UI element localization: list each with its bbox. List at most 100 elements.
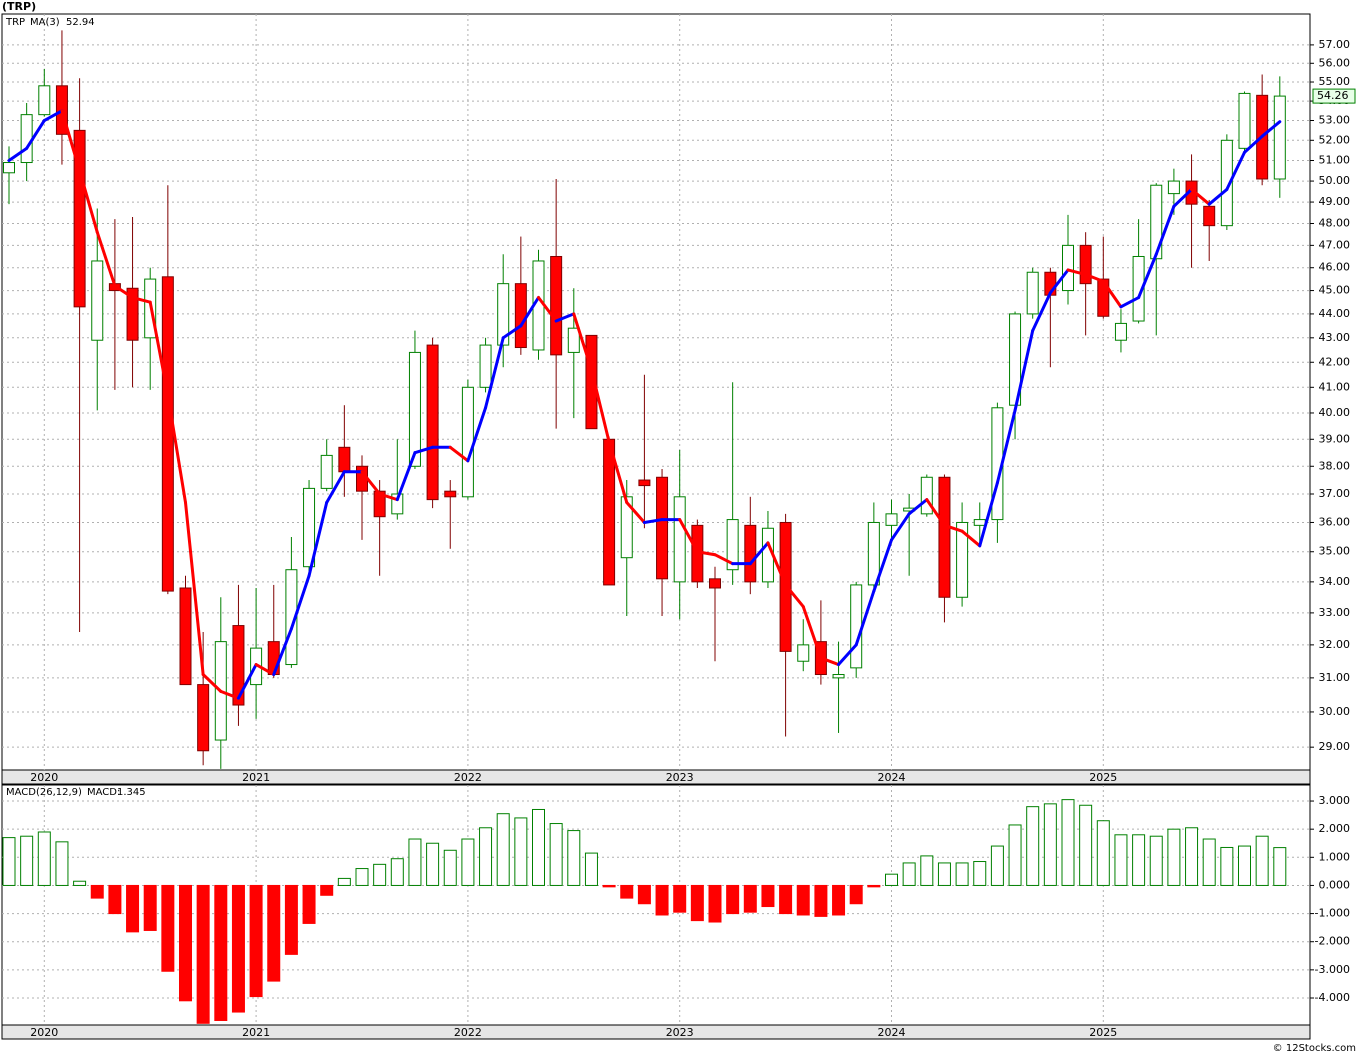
y-tick-label: 34.00 <box>1319 575 1351 588</box>
panel-title: MACD(26,12,9) <box>6 787 82 798</box>
ma-line <box>184 500 205 677</box>
candle-body <box>1167 180 1180 195</box>
macd-bar <box>637 884 651 905</box>
macd-bar <box>673 884 687 913</box>
ma-line <box>625 500 646 524</box>
macd-bar <box>143 884 157 931</box>
ma-line <box>1260 120 1282 138</box>
ma-line <box>501 324 523 340</box>
ma-line <box>572 312 593 372</box>
y-tick-label: 48.00 <box>1319 216 1351 229</box>
ma-line <box>766 541 788 587</box>
ma-line <box>1207 187 1229 206</box>
macd-bar <box>1096 820 1110 886</box>
macd-bar <box>390 858 404 886</box>
macd-bar <box>726 884 740 915</box>
candle-body <box>373 490 386 518</box>
x-tick-label: 2020 <box>30 771 58 784</box>
ma-line <box>1172 187 1194 208</box>
y-tick-label: 37.00 <box>1319 487 1351 500</box>
macd-bar <box>532 808 545 886</box>
candle-body <box>656 476 669 580</box>
candle-body <box>638 479 651 487</box>
macd-bar <box>108 884 122 915</box>
y-tick-label: 45.00 <box>1319 284 1351 297</box>
ma-line <box>642 518 664 524</box>
y-tick-label: 55.00 <box>1319 75 1351 88</box>
macd-bar <box>1061 799 1075 886</box>
y-tick-label: 29.00 <box>1319 740 1351 753</box>
y-tick-label: 56.00 <box>1319 56 1351 69</box>
y-tick-label: 49.00 <box>1319 195 1351 208</box>
candle-body <box>1097 278 1110 317</box>
candle-body <box>232 625 245 706</box>
macd-bar <box>496 813 510 886</box>
macd-bar <box>249 884 263 998</box>
ma-line <box>589 368 611 444</box>
y-tick-label: 57.00 <box>1319 38 1351 51</box>
candle-body <box>461 386 474 498</box>
macd-bar <box>443 849 457 886</box>
macd-bar <box>355 868 369 886</box>
candle-body <box>514 283 527 349</box>
macd-bar <box>832 884 846 916</box>
candle-body <box>179 587 192 686</box>
ma-line <box>289 574 311 631</box>
macd-bar <box>461 838 475 886</box>
candle-body <box>267 641 280 676</box>
candle-body <box>797 644 810 662</box>
candle-body <box>38 85 51 116</box>
y-tick-label: 50.00 <box>1319 174 1351 187</box>
ma-line <box>1225 150 1246 191</box>
y-tick-label: 46.00 <box>1319 261 1351 274</box>
ma-line <box>1013 329 1035 412</box>
candle-body <box>444 490 457 498</box>
macd-bar <box>426 842 440 886</box>
x-tick-label: 2021 <box>242 1026 270 1039</box>
ma-line <box>42 109 64 123</box>
macd-bar <box>514 817 528 886</box>
ma-line <box>925 498 946 527</box>
ma-line <box>1066 268 1088 277</box>
macd-bar <box>849 884 863 905</box>
macd-bar <box>867 884 881 888</box>
y-tick-label: 43.00 <box>1319 331 1351 344</box>
macd-bar <box>814 884 828 917</box>
ma-line <box>801 605 823 660</box>
macd-bar <box>620 884 634 899</box>
ma-line <box>60 109 82 173</box>
ma-line <box>1084 273 1105 283</box>
ma-line <box>307 500 329 578</box>
ma-line <box>678 518 699 554</box>
macd-bar <box>267 884 281 982</box>
macd-bar <box>743 884 757 913</box>
y-tick-label: 36.00 <box>1319 515 1351 528</box>
ma-line <box>113 284 135 300</box>
ma-line <box>254 663 276 677</box>
chart-title: (TRP) <box>2 0 36 13</box>
macd-bar <box>126 884 140 933</box>
ma-line <box>360 470 382 496</box>
macd-bar <box>55 841 69 886</box>
legend-symbol: TRP <box>5 17 25 28</box>
ma-line <box>7 146 29 162</box>
ma-line <box>378 492 399 502</box>
y-tick-label: 40.00 <box>1319 406 1351 419</box>
macd-bar <box>37 831 51 886</box>
ma-line <box>95 230 117 288</box>
x-tick-label: 2024 <box>878 1026 906 1039</box>
y-tick-label: 2.000 <box>1319 822 1351 835</box>
x-axis-strip <box>1 1024 1311 1040</box>
x-tick-label: 2023 <box>666 771 694 784</box>
macd-bar <box>1220 846 1234 886</box>
y-tick-label: 32.00 <box>1319 638 1351 651</box>
ma-line <box>978 481 999 548</box>
macd-bar <box>690 884 704 922</box>
macd-bar <box>408 838 422 886</box>
candle-body <box>197 684 210 752</box>
x-tick-label: 2020 <box>30 1026 58 1039</box>
ma-line <box>872 538 893 593</box>
y-tick-label: 1.000 <box>1319 850 1351 863</box>
candle-body <box>550 255 563 356</box>
